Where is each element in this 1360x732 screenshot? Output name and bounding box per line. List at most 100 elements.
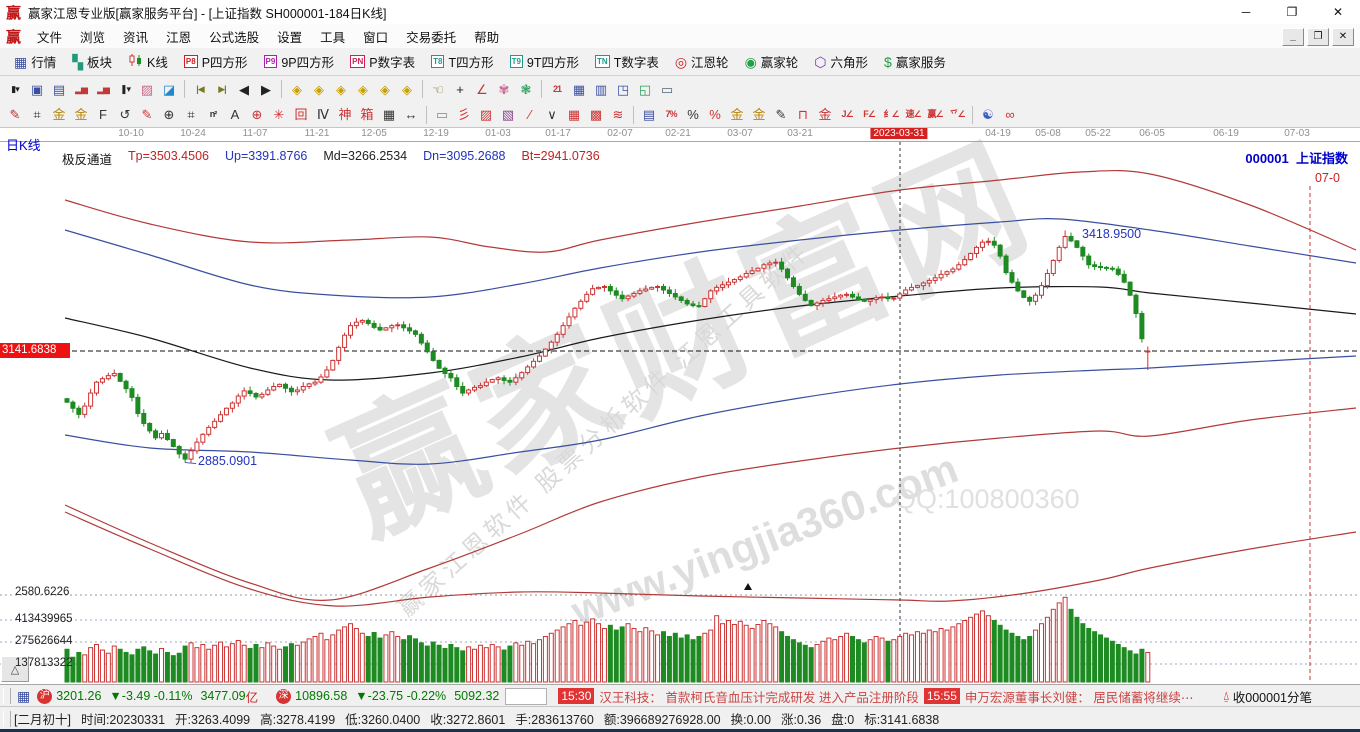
square-spiral-icon[interactable]: 回 [294,107,308,122]
bar-type-dropdown-icon[interactable]: ❚▾ [119,83,131,94]
calendar-21-icon[interactable]: 21 [552,83,562,94]
toolbar-kline-button[interactable]: K线 [120,52,176,71]
mini-bars-9-icon[interactable]: ▂▅ [97,83,110,94]
toolbar-winner-service-button[interactable]: $ 赢家服务 [876,52,954,71]
angle-si-icon[interactable]: 纟∠ [883,109,899,119]
gann-box-icon[interactable]: ⊓ [797,107,809,122]
color-chart-icon[interactable]: ◪ [162,81,176,97]
menu-item-2[interactable]: 资讯 [123,30,149,45]
red-grid2-icon[interactable]: ▩ [589,107,603,122]
menu-item-6[interactable]: 工具 [320,30,346,45]
xiang-grid-icon[interactable]: 箱 [360,107,374,122]
red-pen-icon[interactable]: ✎ [141,107,153,122]
gann-fan-icon[interactable]: 彡 [457,107,471,122]
tick-subscribe[interactable]: ⍙ 收000001分笔 [1223,687,1312,706]
diamond-right-icon[interactable]: ◈ [314,81,324,97]
layout-window-icon[interactable]: ▣ [30,81,44,97]
angle-a-icon[interactable]: A [230,107,240,122]
gold-grid-icon[interactable]: 金 [52,107,66,122]
angle-su-icon[interactable]: 速∠ [905,109,921,119]
h-span-icon[interactable]: ↔ [404,107,418,122]
diamond-left-icon[interactable]: ◈ [292,81,302,97]
chart-export-icon[interactable]: ◱ [638,81,652,97]
pink-pattern-icon[interactable]: ▨ [140,81,154,97]
notebook-icon[interactable]: ▥ [594,81,608,97]
toolbar-t-number-table-button[interactable]: TN T数字表 [587,52,667,71]
toolbar-hexagon-button[interactable]: ⬡ 六角形 [806,52,876,71]
spiral-icon[interactable]: ↺ [119,107,131,122]
green-flower-icon[interactable]: ❃ [520,81,532,97]
close-button[interactable]: ✕ [1332,5,1344,19]
percent-line-icon[interactable]: % [709,107,721,122]
angle-tool-icon[interactable]: ∠ [476,81,488,97]
prev-page-icon[interactable]: ◀ [239,81,249,97]
toolbar-p-number-table-button[interactable]: PN P数字表 [342,52,423,71]
menu-item-8[interactable]: 交易委托 [406,30,457,45]
menu-item-0[interactable]: 文件 [37,30,63,45]
gold-underline-icon[interactable]: 金 [818,107,832,122]
calculator-icon[interactable]: ▦ [572,81,586,97]
angle-ying-icon[interactable]: 赢∠ [927,109,943,119]
kline-canvas[interactable] [0,128,1360,684]
gold-line-icon[interactable]: 金 [752,107,766,122]
diamond-cross-icon[interactable]: ◈ [380,81,390,97]
toolbar-quotes-button[interactable]: ▦ 行情 [6,52,64,71]
n-square-icon[interactable]: n² [209,109,218,119]
mini-bars-3-icon[interactable]: ▂▅ [75,83,88,94]
pane-collapse-button[interactable]: △ [1,656,29,682]
info-panel-icon[interactable]: ▤ [52,81,66,97]
menu-item-7[interactable]: 窗口 [363,30,389,45]
news-headline-0[interactable]: 汉王科技： 首款柯氏音血压计完成研发 进入产品注册阶段 [599,690,919,705]
angle-j-icon[interactable]: J∠ [841,109,853,119]
menu-item-9[interactable]: 帮助 [474,30,500,45]
last-page-icon[interactable]: ▶| [218,83,226,94]
gann-circle-icon[interactable]: ⊕ [251,107,263,122]
menu-item-5[interactable]: 设置 [277,30,303,45]
toolbar-sectors-button[interactable]: ▚ 板块 [64,52,120,71]
grid-tool-icon[interactable]: ⌗ [33,107,41,122]
diamond-h-icon[interactable]: ◈ [336,81,346,97]
save-icon[interactable]: ◳ [616,81,630,97]
angle-pie-icon[interactable]: 乊∠ [949,109,965,119]
restore-button[interactable]: ❐ [1286,5,1298,19]
minimize-button[interactable]: ─ [1241,5,1251,19]
zigzag-icon[interactable]: ∨ [547,107,557,122]
mdi-close-button[interactable]: ✕ [1332,28,1354,46]
toolbar-p-square-button[interactable]: P8 P四方形 [176,52,256,71]
pink-flower-icon[interactable]: ✾ [498,81,510,97]
trend-line-icon[interactable]: ∕ [528,107,532,122]
diamond-v-icon[interactable]: ◈ [358,81,368,97]
fan-box2-icon[interactable]: ▧ [501,107,515,122]
grid2-tool-icon[interactable]: ⌗ [187,107,195,122]
menu-item-3[interactable]: 江恩 [166,30,192,45]
next-page-icon[interactable]: ▶ [261,81,271,97]
print-icon[interactable]: ▭ [660,81,674,97]
toolbar-9t-square-button[interactable]: T9 9T四方形 [502,52,587,71]
gold-grid2-icon[interactable]: 金 [74,107,88,122]
menu-item-4[interactable]: 公式选股 [209,30,260,45]
ruler-grid-icon[interactable]: ▦ [382,107,396,122]
taiji-icon[interactable]: ☯ [982,107,994,122]
shen-grid-icon[interactable]: 神 [338,107,352,122]
crosshair-icon[interactable]: + [456,81,464,97]
fib-f-icon[interactable]: F [99,107,107,122]
gold-circle-icon[interactable]: 金 [730,107,744,122]
pan-hand-icon[interactable]: ☜ [432,81,444,97]
diamond-expand-icon[interactable]: ◈ [402,81,412,97]
gann-clock-icon[interactable]: ⊕ [163,107,175,122]
first-page-icon[interactable]: |◀ [196,83,204,94]
news-headline-1[interactable]: 申万宏源董事长刘健： 居民储蓄将继续⋯ [964,690,1194,705]
mdi-minimize-button[interactable]: _ [1282,28,1304,46]
price-list-icon[interactable]: ▤ [642,107,656,122]
percent7-icon[interactable]: 7% [665,109,677,119]
pen-chart-icon[interactable]: ✎ [775,107,787,122]
starburst-icon[interactable]: ✳ [273,107,285,122]
toolbar-winner-wheel-button[interactable]: ◉ 赢家轮 [737,52,807,71]
toolbar-9p-square-button[interactable]: P9 9P四方形 [256,52,343,71]
market-grid-icon[interactable]: ▦ [17,687,31,704]
toolbar-gann-wheel-button[interactable]: ◎ 江恩轮 [667,52,737,71]
percent-icon[interactable]: % [687,107,699,122]
hatch-icon[interactable]: ≋ [612,107,624,122]
frame-tool-icon[interactable]: ▭ [435,107,449,122]
roman-iv-icon[interactable]: Ⅳ [317,107,329,122]
